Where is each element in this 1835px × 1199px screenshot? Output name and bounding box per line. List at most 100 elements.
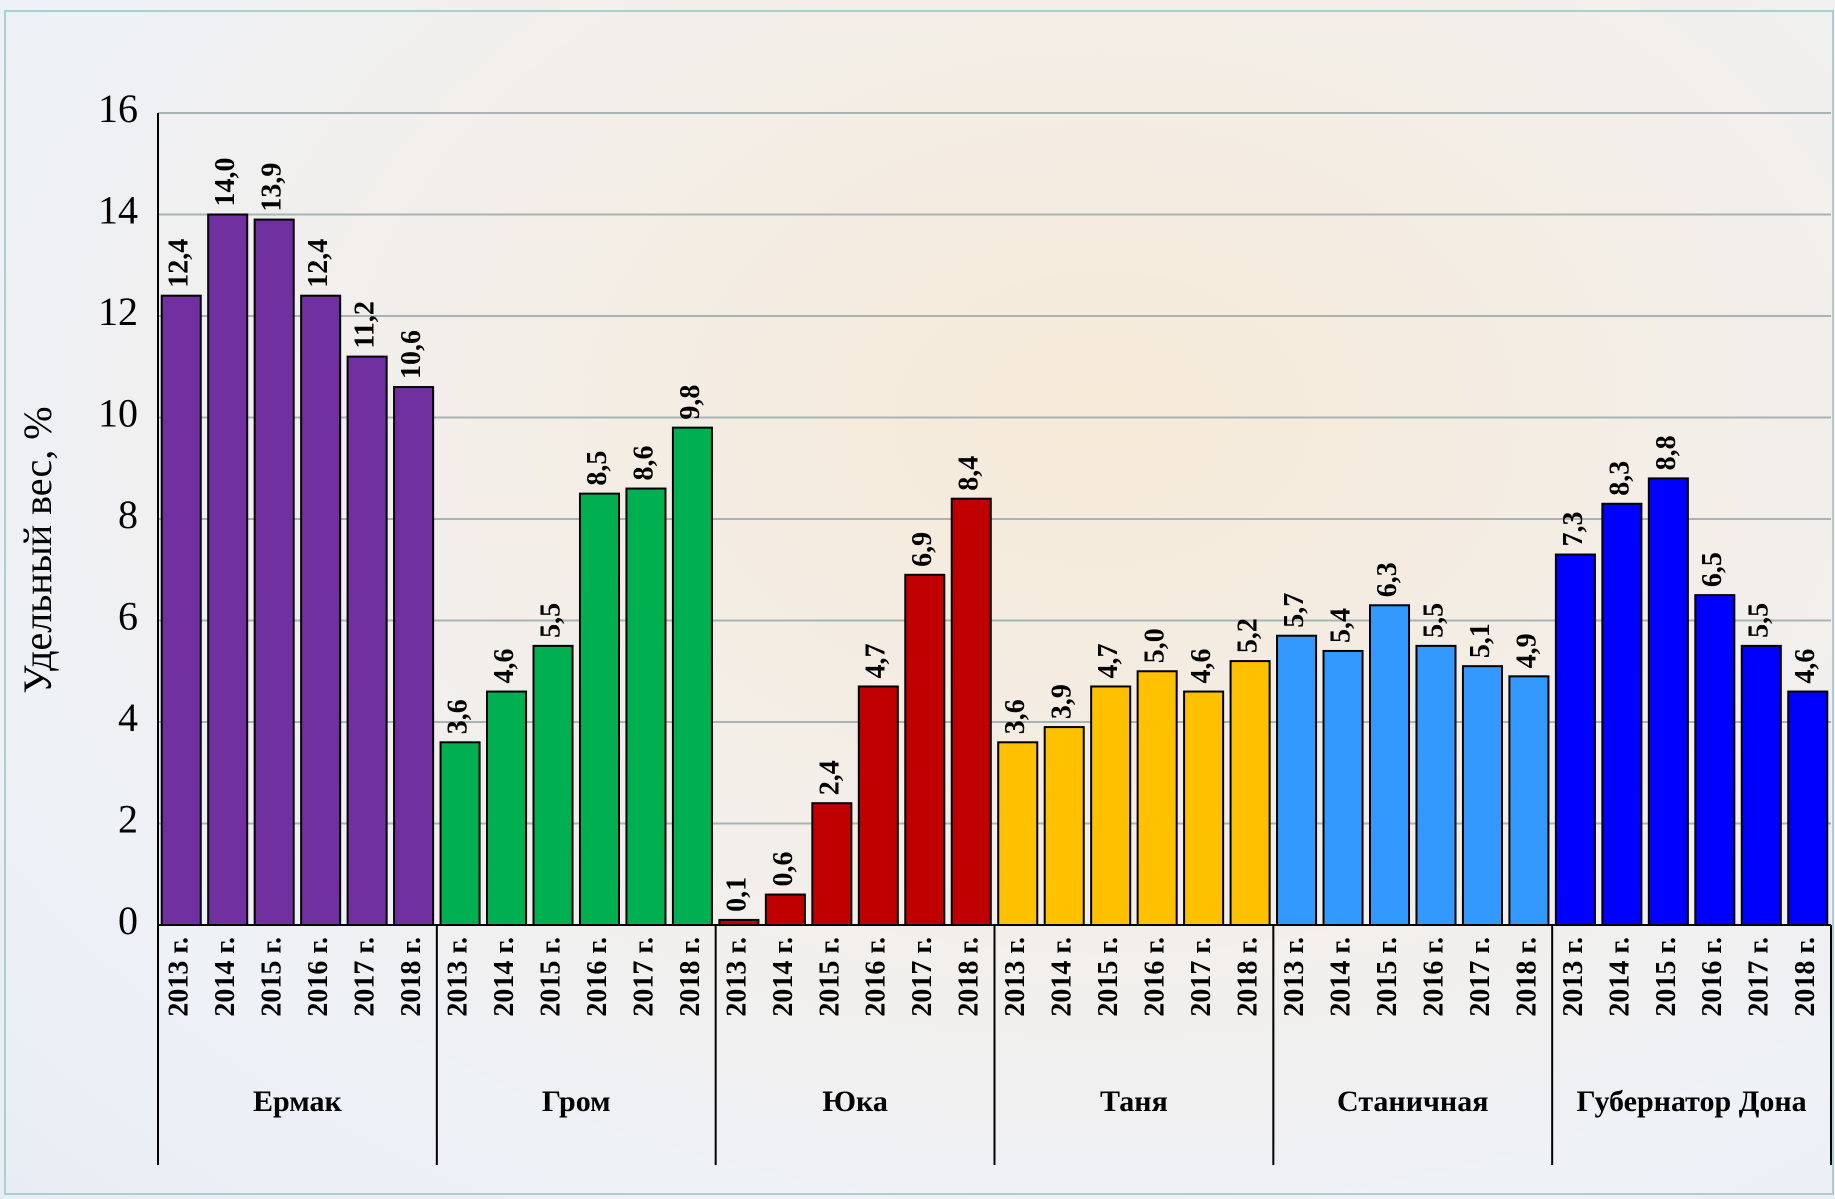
bar (1601, 502, 1643, 926)
value-label: 5,4 (1325, 608, 1356, 643)
y-tick-label: 2 (118, 797, 138, 842)
group-label: Таня (1100, 1085, 1168, 1118)
x-tick-label: 2014 г. (489, 937, 520, 1017)
value-label: 4,6 (489, 649, 520, 684)
group-label: Станичная (1337, 1085, 1489, 1118)
x-tick-label: 2018 г. (396, 937, 427, 1017)
y-tick-label: 4 (118, 695, 138, 740)
bar (997, 741, 1039, 926)
bar (393, 386, 435, 926)
bar (346, 355, 388, 927)
value-label: 8,8 (1651, 435, 1682, 470)
group-label: Ермак (253, 1085, 342, 1118)
x-tick-label: 2015 г. (814, 937, 845, 1017)
x-tick-label: 2015 г. (1372, 937, 1403, 1017)
value-label: 4,6 (1790, 649, 1821, 684)
group-label: Губернатор Дона (1576, 1085, 1807, 1118)
bar (1415, 644, 1457, 926)
bar (857, 685, 899, 926)
bar (1554, 553, 1596, 927)
group-label: Гром (541, 1085, 611, 1118)
x-tick-label: 2014 г. (1325, 937, 1356, 1017)
x-tick-label: 2016 г. (1697, 937, 1728, 1017)
value-label: 5,2 (1233, 618, 1264, 653)
value-label: 4,6 (1186, 649, 1217, 684)
bar (532, 644, 574, 926)
value-label: 6,5 (1697, 552, 1728, 587)
value-label: 5,5 (1744, 603, 1775, 638)
x-tick-label: 2014 г. (768, 937, 799, 1017)
x-tick-label: 2016 г. (582, 937, 613, 1017)
bar (486, 690, 528, 926)
x-tick-label: 2017 г. (628, 937, 659, 1017)
value-label: 12,4 (164, 239, 195, 288)
value-label: 4,7 (1093, 643, 1124, 678)
bar (578, 492, 621, 926)
x-tick-label: 2018 г. (1511, 937, 1542, 1017)
value-label: 0,1 (721, 877, 752, 912)
bar (1322, 649, 1364, 926)
value-label: 8,6 (628, 446, 659, 481)
bar (671, 426, 713, 926)
y-tick-label: 12 (98, 289, 138, 334)
value-label: 5,5 (535, 603, 566, 638)
x-tick-label: 2015 г. (1093, 937, 1124, 1017)
x-tick-label: 2013 г. (1000, 937, 1031, 1017)
value-label: 8,4 (954, 456, 985, 491)
bar (904, 573, 946, 926)
bar (160, 294, 202, 926)
value-label: 5,1 (1465, 623, 1496, 658)
x-tick-label: 2016 г. (1418, 937, 1449, 1017)
y-tick-label: 10 (98, 391, 138, 436)
x-tick-label: 2016 г. (861, 937, 892, 1017)
bar (300, 294, 342, 926)
x-tick-label: 2013 г. (1558, 937, 1589, 1017)
bar (1090, 685, 1132, 926)
bar (207, 213, 249, 926)
value-label: 14,0 (210, 158, 241, 207)
value-label: 12,4 (303, 239, 334, 288)
x-tick-label: 2018 г. (1790, 937, 1821, 1017)
bar (253, 218, 295, 926)
bar (1694, 594, 1736, 926)
x-tick-label: 2015 г. (535, 937, 566, 1017)
x-tick-label: 2013 г. (721, 937, 752, 1017)
x-tick-label: 2014 г. (1604, 937, 1635, 1017)
bar (1368, 604, 1411, 927)
bar (1183, 690, 1225, 926)
x-tick-label: 2017 г. (350, 937, 381, 1017)
bar (1276, 634, 1318, 926)
x-tick-label: 2017 г. (1186, 937, 1217, 1017)
value-label: 4,9 (1511, 633, 1542, 668)
bar (764, 893, 806, 926)
value-label: 5,0 (1140, 628, 1171, 663)
value-label: 5,5 (1418, 603, 1449, 638)
value-label: 9,8 (675, 385, 706, 420)
y-tick-label: 6 (118, 594, 138, 639)
value-label: 4,7 (861, 643, 892, 678)
value-label: 3,9 (1047, 684, 1078, 719)
value-label: 8,3 (1604, 461, 1635, 496)
bar (625, 487, 667, 926)
x-tick-label: 2015 г. (257, 937, 288, 1017)
value-label: 13,9 (257, 163, 288, 212)
x-tick-label: 2017 г. (1465, 937, 1496, 1017)
value-label: 11,2 (350, 301, 381, 348)
y-tick-label: 8 (118, 492, 138, 537)
y-axis-label: Удельный вес, % (15, 406, 60, 693)
value-label: 3,6 (442, 699, 473, 734)
value-label: 7,3 (1558, 512, 1589, 547)
x-tick-label: 2016 г. (303, 937, 334, 1017)
frame (4, 10, 1834, 1195)
y-tick-label: 14 (98, 188, 138, 233)
y-tick-label: 16 (98, 86, 138, 131)
bar (1043, 726, 1085, 927)
x-tick-label: 2016 г. (1140, 937, 1171, 1017)
x-tick-label: 2014 г. (1047, 937, 1078, 1017)
value-label: 3,6 (1000, 699, 1031, 734)
x-tick-label: 2013 г. (442, 937, 473, 1017)
x-tick-label: 2013 г. (1279, 937, 1310, 1017)
bar (811, 802, 853, 927)
